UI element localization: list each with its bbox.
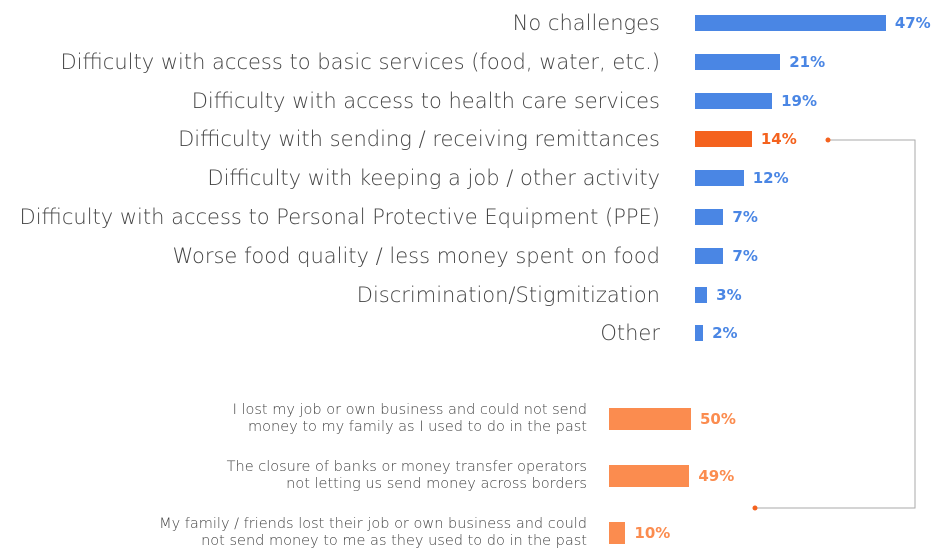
category-label: Difficulty with sending / receiving remi… <box>178 127 660 152</box>
bar <box>609 465 690 487</box>
bar <box>695 53 781 70</box>
bar <box>695 15 886 31</box>
bar <box>695 209 724 225</box>
value-label: 7% <box>732 246 758 265</box>
bar <box>609 522 626 544</box>
bar <box>695 325 704 342</box>
value-label: 14% <box>760 130 797 149</box>
category-label: Difficulty with access to Personal Prote… <box>19 205 660 229</box>
bar <box>609 408 691 430</box>
value-label: 21% <box>789 52 826 71</box>
category-label: The closure of banks or money transfer o… <box>226 459 587 492</box>
category-label: Other <box>600 321 660 346</box>
bar <box>695 247 724 264</box>
category-label: Difficulty with access to basic services… <box>60 49 660 74</box>
category-label: Worse food quality / less money spent on… <box>172 243 660 268</box>
connector-line <box>755 139 916 509</box>
connector-dot <box>752 505 758 511</box>
value-label: 10% <box>634 524 671 542</box>
category-label: Difficulty with keeping a job / other ac… <box>207 166 660 191</box>
category-label: No challenges <box>512 11 660 35</box>
category-label: I lost my job or own business and could … <box>232 402 587 435</box>
bar <box>695 92 773 109</box>
category-label: Discrimination/Stigmitization <box>356 282 660 307</box>
category-label: Difficulty with access to health care se… <box>191 88 660 113</box>
value-label: 19% <box>781 91 818 110</box>
category-label: My family / friends lost their job or ow… <box>159 516 587 549</box>
value-label: 47% <box>894 14 931 32</box>
value-label: 2% <box>712 324 738 343</box>
connector-dot <box>825 137 831 143</box>
value-label: 12% <box>752 169 789 188</box>
bar <box>695 170 744 187</box>
value-label: 7% <box>732 208 758 226</box>
bar <box>695 286 708 303</box>
value-label: 49% <box>698 467 735 485</box>
value-label: 50% <box>700 410 736 428</box>
value-label: 3% <box>716 285 742 304</box>
bar <box>695 131 752 148</box>
